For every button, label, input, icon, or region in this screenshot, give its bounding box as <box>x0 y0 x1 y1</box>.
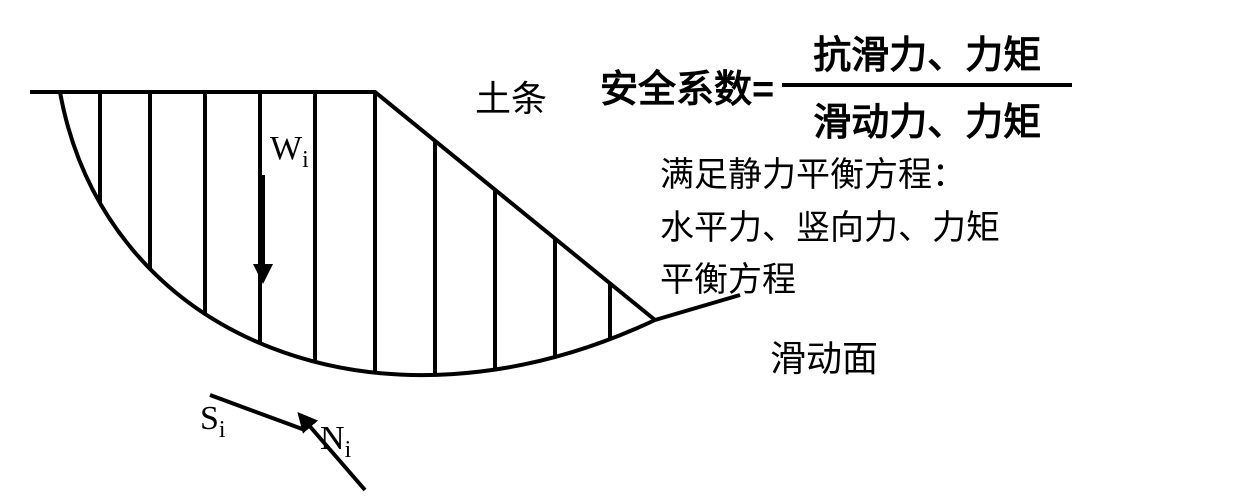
formula-fraction: 抗滑力、力矩 滑动力、力矩 <box>782 24 1072 146</box>
slice-label: 土条 <box>475 70 547 122</box>
explain-line: 水平力、竖向力、力矩 <box>660 203 1000 256</box>
safety-factor-formula: 安全系数= 抗滑力、力矩 滑动力、力矩 <box>600 24 1072 146</box>
equilibrium-explanation: 满足静力平衡方程：水平力、竖向力、力矩平衡方程 <box>660 150 1000 308</box>
shear-label: Si <box>200 400 226 444</box>
explain-line: 平衡方程 <box>660 255 1000 308</box>
formula-numerator: 抗滑力、力矩 <box>813 24 1041 79</box>
formula-denominator: 滑动力、力矩 <box>813 91 1041 146</box>
normal-label: Ni <box>320 420 351 464</box>
weight-label: Wi <box>270 130 309 174</box>
slip-surface-label: 滑动面 <box>770 330 878 382</box>
explain-line: 满足静力平衡方程： <box>660 150 1000 203</box>
formula-lhs: 安全系数= <box>600 58 774 113</box>
fraction-line <box>782 83 1072 87</box>
